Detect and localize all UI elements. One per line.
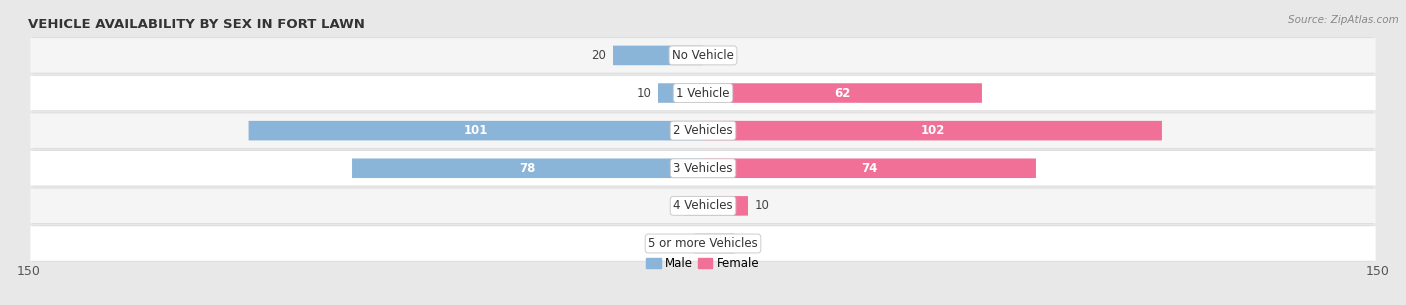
FancyBboxPatch shape [31,76,1375,110]
Text: Source: ZipAtlas.com: Source: ZipAtlas.com [1288,15,1399,25]
FancyBboxPatch shape [703,121,1161,140]
FancyBboxPatch shape [703,234,734,253]
FancyBboxPatch shape [658,83,703,103]
Text: 62: 62 [834,87,851,99]
FancyBboxPatch shape [685,196,703,216]
Text: 2: 2 [679,237,688,250]
Text: 10: 10 [637,87,651,99]
FancyBboxPatch shape [31,113,1375,148]
Text: 78: 78 [519,162,536,175]
FancyBboxPatch shape [32,188,1374,224]
Text: 5 or more Vehicles: 5 or more Vehicles [648,237,758,250]
FancyBboxPatch shape [32,113,1374,149]
Text: 1 Vehicle: 1 Vehicle [676,87,730,99]
FancyBboxPatch shape [31,151,1375,185]
Text: 3 Vehicles: 3 Vehicles [673,162,733,175]
FancyBboxPatch shape [613,46,703,65]
FancyBboxPatch shape [31,188,1375,223]
Text: 0: 0 [710,49,717,62]
FancyBboxPatch shape [31,226,1375,261]
FancyBboxPatch shape [32,225,1374,262]
FancyBboxPatch shape [31,38,1375,73]
Legend: Male, Female: Male, Female [641,252,765,274]
FancyBboxPatch shape [32,75,1374,111]
FancyBboxPatch shape [32,37,1374,74]
FancyBboxPatch shape [249,121,703,140]
FancyBboxPatch shape [703,159,1036,178]
Text: 2 Vehicles: 2 Vehicles [673,124,733,137]
Text: 102: 102 [921,124,945,137]
FancyBboxPatch shape [703,83,981,103]
FancyBboxPatch shape [32,150,1374,186]
Text: VEHICLE AVAILABILITY BY SEX IN FORT LAWN: VEHICLE AVAILABILITY BY SEX IN FORT LAWN [28,18,366,31]
Text: 74: 74 [862,162,877,175]
Text: 10: 10 [755,199,769,212]
Text: 4 Vehicles: 4 Vehicles [673,199,733,212]
FancyBboxPatch shape [695,234,703,253]
FancyBboxPatch shape [703,196,748,216]
Text: 101: 101 [464,124,488,137]
Text: 4: 4 [671,199,678,212]
Text: 7: 7 [741,237,749,250]
FancyBboxPatch shape [352,159,703,178]
Text: 20: 20 [592,49,606,62]
Text: No Vehicle: No Vehicle [672,49,734,62]
